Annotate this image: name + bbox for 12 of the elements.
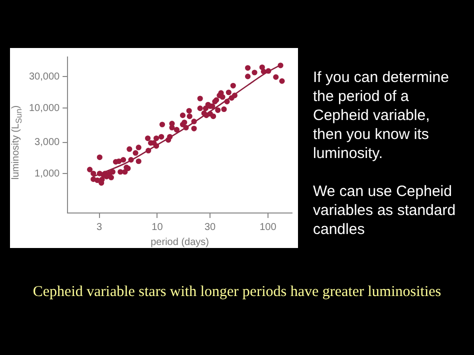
x-tick-label: 10 xyxy=(152,222,164,233)
x-tick-label: 3 xyxy=(96,222,103,233)
y-tick-label: 1,000 xyxy=(34,168,60,180)
text: Cepheid variable stars with longer periods have greater luminosities xyxy=(32,284,442,301)
text: If you can determine the period of a Cepheid variable, then you know its luminosity. xyxy=(313,68,450,163)
text: We can use Cepheid variables as standard candles xyxy=(313,182,457,239)
x-tick-label: 100 xyxy=(260,222,277,233)
y-tick-label: 3,000 xyxy=(34,137,60,148)
x-axis-title: period (days) xyxy=(150,236,209,248)
y-tick-label: 30,000 xyxy=(28,71,60,82)
y-tick-label: 10,000 xyxy=(28,102,60,114)
x-tick-label: 30 xyxy=(204,222,216,233)
